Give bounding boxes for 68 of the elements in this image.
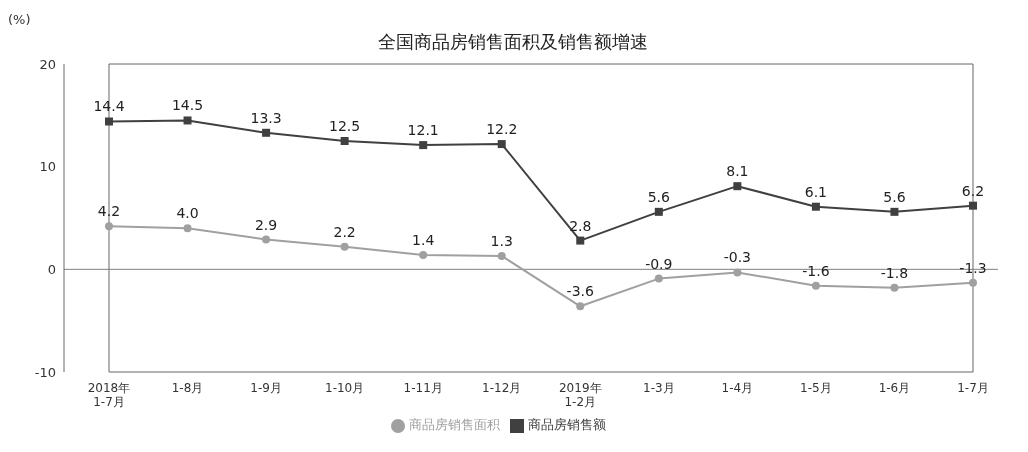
point	[890, 283, 899, 292]
legend-label: 商品房销售面积	[408, 417, 500, 432]
data-label: 2.2	[333, 223, 356, 240]
x-tick-label: 1-6月	[878, 381, 911, 395]
x-tick-label: 1-5月	[800, 381, 832, 395]
data-label: 12.5	[329, 118, 361, 134]
data-label: -0.9	[645, 255, 673, 272]
data-label: 4.0	[176, 205, 199, 222]
point	[811, 281, 820, 290]
point	[654, 207, 663, 216]
point	[105, 117, 113, 126]
point	[340, 242, 349, 251]
point	[262, 128, 271, 137]
data-label: 6.2	[961, 182, 985, 199]
x-tick-label: 1-4月	[721, 381, 754, 395]
data-label: 1.3	[490, 232, 513, 249]
y-axis-title: (%)	[8, 12, 31, 27]
y-tick-label: 10	[39, 159, 56, 175]
data-label: 1.4	[412, 231, 435, 248]
point	[733, 182, 742, 191]
data-label: 2.9	[254, 216, 278, 233]
data-label: 12.2	[486, 121, 518, 138]
x-tick-label: 1-12月	[482, 381, 522, 395]
data-label: 5.6	[883, 188, 906, 205]
x-tick-label: 1-9月	[250, 381, 282, 395]
data-label: 14.5	[171, 97, 204, 114]
x-tick-label: 1-8月	[171, 381, 204, 395]
point	[497, 140, 506, 149]
point	[183, 116, 192, 125]
data-label: -1.3	[959, 259, 987, 276]
point	[419, 141, 428, 150]
point	[890, 207, 899, 216]
point	[576, 236, 585, 245]
data-label: 13.3	[250, 109, 282, 126]
x-tick-label: 1-10月	[325, 381, 365, 395]
point	[811, 202, 820, 211]
point	[105, 222, 113, 231]
point	[183, 224, 192, 233]
x-tick-label: 1-7月	[957, 381, 989, 395]
x-tick-label: 2019年 1-2月	[559, 381, 602, 409]
y-tick-label: -10	[34, 364, 56, 380]
data-label: -0.3	[723, 249, 752, 266]
point	[262, 235, 271, 244]
point	[654, 274, 663, 283]
data-label: 5.6	[647, 188, 671, 205]
data-label: 2.8	[569, 217, 592, 234]
data-label: 6.1	[804, 183, 828, 200]
point	[969, 278, 977, 287]
x-tick-label: 2018年 1-7月	[87, 381, 131, 409]
point	[576, 302, 585, 311]
chart-title: 全国商品房销售面积及销售额增速	[377, 30, 649, 54]
point	[340, 137, 349, 145]
data-label: 4.2	[97, 203, 121, 220]
point	[419, 250, 428, 259]
data-label: -3.6	[566, 283, 595, 300]
legend-label: 商品房销售额	[527, 417, 606, 432]
data-label: 8.1	[726, 163, 749, 180]
x-tick-label: 1-11月	[403, 381, 443, 395]
y-tick-label: 0	[47, 261, 56, 277]
data-label: 14.4	[93, 98, 125, 115]
data-label: -1.6	[802, 262, 830, 279]
x-tick-label: 1-3月	[643, 381, 675, 395]
point	[497, 251, 506, 260]
y-tick-label: 20	[39, 56, 56, 72]
data-label: -1.8	[880, 264, 909, 281]
point	[733, 268, 742, 277]
data-label: 12.1	[407, 122, 439, 139]
point	[969, 201, 977, 210]
